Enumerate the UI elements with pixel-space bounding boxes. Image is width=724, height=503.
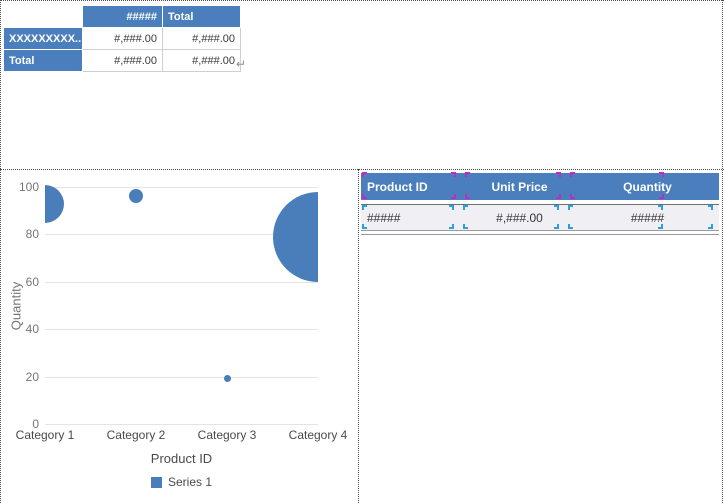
chart-legend: Series 1 bbox=[45, 475, 318, 489]
table-bottom-border bbox=[361, 234, 719, 235]
table-header-unit-price[interactable]: Unit Price bbox=[491, 179, 548, 194]
cell-selection-handle-icon bbox=[708, 205, 713, 210]
table-cell-unit-price[interactable]: #,###.00 bbox=[496, 210, 543, 225]
table-cell-quantity[interactable]: ##### bbox=[630, 210, 665, 225]
table-data-row[interactable]: ##### #,###.00 ##### bbox=[361, 204, 719, 231]
cell-selection-handle-icon bbox=[659, 194, 664, 199]
crosstab-row-header[interactable]: XXXXXXXXX.. bbox=[4, 28, 83, 50]
x-axis-category-labels: Category 1 Category 2 Category 3 Categor… bbox=[16, 428, 348, 443]
region-border-left bbox=[0, 0, 1, 503]
cell-selection-handle-icon bbox=[463, 205, 468, 210]
crosstab-data-cell[interactable]: #,###.00 bbox=[83, 28, 163, 50]
gridline bbox=[45, 329, 318, 330]
cell-selection-handle-icon bbox=[362, 172, 367, 177]
cell-selection-handle-icon bbox=[658, 205, 663, 210]
legend-swatch-icon bbox=[150, 476, 162, 488]
cell-selection-handle-icon bbox=[659, 172, 664, 177]
y-tick-label: 100 bbox=[18, 180, 39, 194]
crosstab-data-cell[interactable]: #,###.00 bbox=[163, 50, 241, 72]
cell-selection-handle-icon bbox=[362, 194, 367, 199]
region-border-right bbox=[722, 0, 723, 503]
region-border-top bbox=[0, 0, 724, 1]
cell-selection-handle-icon bbox=[463, 224, 468, 229]
bubble-data-point bbox=[273, 191, 318, 282]
x-axis-title: Product ID bbox=[150, 451, 213, 466]
bubble-layer bbox=[45, 175, 318, 437]
cell-selection-handle-icon bbox=[451, 172, 456, 177]
bubble-chart[interactable]: 0 20 40 60 80 100 Quantity Category 1 Categor… bbox=[2, 170, 356, 503]
gridline bbox=[45, 187, 318, 188]
cell-selection-handle-icon bbox=[449, 224, 454, 229]
category-label: Category 2 bbox=[106, 428, 166, 442]
crosstab-data-cell[interactable]: #,###.00 bbox=[163, 28, 241, 50]
gridline bbox=[45, 282, 318, 283]
crosstab-corner-cell[interactable] bbox=[4, 6, 83, 28]
cell-selection-handle-icon bbox=[570, 172, 575, 177]
cell-selection-handle-icon bbox=[658, 224, 663, 229]
cell-selection-handle-icon bbox=[570, 194, 575, 199]
y-tick-label: 80 bbox=[25, 227, 39, 241]
gridline bbox=[45, 377, 318, 378]
y-axis-ticks: 0 20 40 60 80 100 bbox=[2, 180, 39, 431]
cell-selection-handle-icon bbox=[568, 224, 573, 229]
y-tick-label: 0 bbox=[32, 417, 39, 431]
cell-selection-handle-icon bbox=[465, 194, 470, 199]
paragraph-mark-icon: ↵ bbox=[236, 57, 247, 71]
table-cell-product-id[interactable]: ##### bbox=[367, 210, 401, 225]
y-tick-label: 60 bbox=[25, 275, 39, 289]
bubble-data-point bbox=[45, 184, 64, 223]
category-label: Category 4 bbox=[288, 428, 348, 442]
category-label: Category 3 bbox=[197, 428, 257, 442]
table-header-quantity[interactable]: Quantity bbox=[623, 179, 672, 194]
y-tick-label: 40 bbox=[25, 322, 39, 336]
cell-selection-handle-icon bbox=[362, 224, 367, 229]
crosstab-total-header[interactable]: Total bbox=[163, 6, 241, 28]
crosstab-column-header[interactable]: ##### bbox=[83, 6, 163, 28]
table-header-product-id[interactable]: Product ID bbox=[367, 179, 428, 194]
gridline bbox=[45, 234, 318, 235]
cell-selection-handle-icon bbox=[362, 205, 367, 210]
region-divider-horizontal bbox=[0, 169, 724, 170]
gridline bbox=[45, 424, 318, 425]
cell-selection-handle-icon bbox=[554, 205, 559, 210]
cell-selection-handle-icon bbox=[449, 205, 454, 210]
cell-selection-handle-icon bbox=[556, 172, 561, 177]
table-header-row[interactable]: Product ID Unit Price Quantity bbox=[361, 173, 719, 200]
region-divider-vertical bbox=[358, 169, 359, 503]
cell-selection-handle-icon bbox=[708, 224, 713, 229]
plot-area bbox=[45, 184, 318, 425]
cell-selection-handle-icon bbox=[554, 224, 559, 229]
y-tick-label: 20 bbox=[25, 370, 39, 384]
crosstab-data-cell[interactable]: #,###.00 bbox=[83, 50, 163, 72]
cell-selection-handle-icon bbox=[451, 194, 456, 199]
y-axis-title: Quantity bbox=[8, 281, 24, 331]
cell-selection-handle-icon bbox=[556, 194, 561, 199]
crosstab-table[interactable]: ##### Total XXXXXXXXX.. #,###.00 #,###.0… bbox=[4, 6, 241, 72]
legend-label: Series 1 bbox=[167, 475, 213, 489]
cell-selection-handle-icon bbox=[465, 172, 470, 177]
bubble-data-point bbox=[223, 375, 231, 383]
category-label: Category 1 bbox=[15, 428, 75, 442]
cell-selection-handle-icon bbox=[568, 205, 573, 210]
crosstab-total-row-header[interactable]: Total bbox=[4, 50, 83, 72]
bubble-data-point bbox=[129, 189, 143, 204]
